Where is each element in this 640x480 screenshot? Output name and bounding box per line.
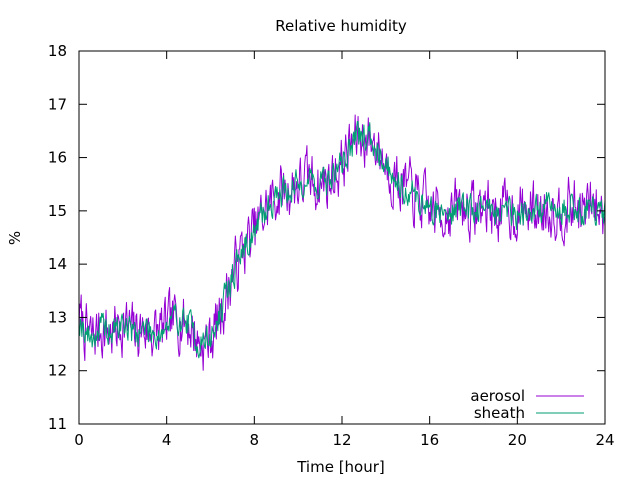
plot-frame [78, 50, 606, 425]
x-tick-label: 20 [508, 431, 527, 449]
chart-title: Relative humidity [275, 17, 407, 35]
x-tick-label: 16 [420, 431, 439, 449]
series-layer [78, 114, 606, 371]
x-tick-label: 12 [332, 431, 351, 449]
x-tick-label: 4 [162, 431, 172, 449]
y-tick-label: 17 [48, 95, 67, 113]
y-tick-label: 13 [48, 308, 67, 326]
y-tick-label: 14 [48, 255, 67, 273]
y-tick-label: 15 [48, 202, 67, 220]
x-tick-label: 24 [595, 431, 614, 449]
series-line-aerosol [78, 114, 606, 371]
y-tick-label: 11 [48, 415, 67, 433]
y-axis-title: % [6, 231, 24, 245]
ticks-layer: 0 4 8 12 16 20 24 11 12 13 14 15 16 17 18 [48, 42, 615, 449]
y-tick-label: 12 [48, 362, 67, 380]
y-tick-label: 16 [48, 149, 67, 167]
x-tick-label: 8 [250, 431, 260, 449]
y-tick-label: 18 [48, 42, 67, 60]
x-axis-title: Time [hour] [296, 458, 385, 476]
series-line-sheath [78, 120, 606, 359]
legend-label-sheath: sheath [474, 404, 525, 422]
legend-label-aerosol: aerosol [470, 387, 525, 405]
x-tick-label: 0 [74, 431, 84, 449]
